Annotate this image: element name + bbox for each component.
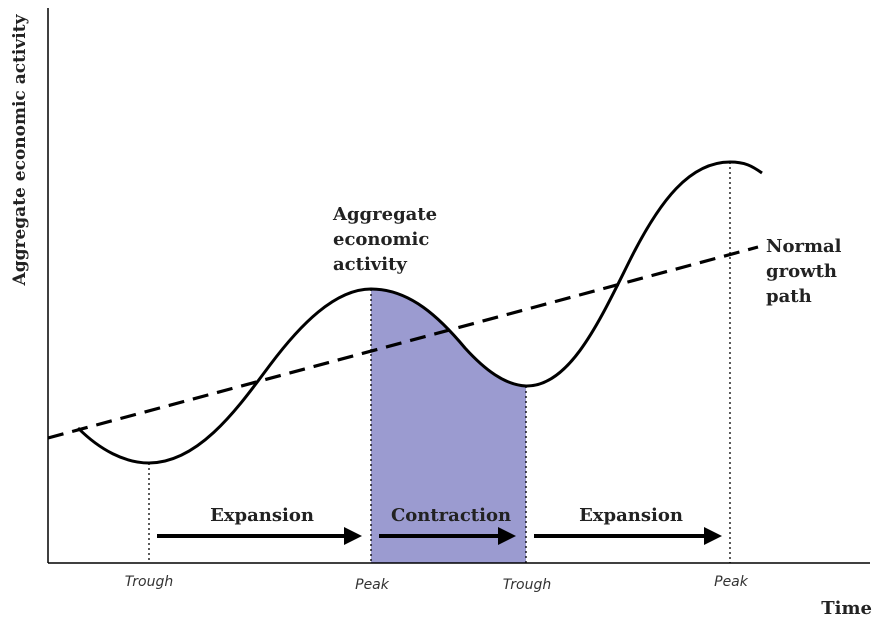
trend-label-line-2: growth	[766, 261, 837, 282]
expansion-arrow-2	[534, 527, 722, 545]
expansion-arrow-1	[157, 527, 362, 545]
trend-label-line-1: Normal	[766, 236, 842, 257]
y-axis-label: Aggregate economic activity	[10, 13, 30, 286]
trend-label-line-3: path	[766, 286, 812, 307]
aggregate-activity-curve	[76, 160, 763, 465]
x-axis-label: Time	[821, 598, 872, 619]
contraction-arrow	[379, 527, 516, 545]
curve-label-line-3: activity	[333, 254, 407, 275]
turning-point-label-trough-2: Trough	[503, 577, 551, 593]
turning-point-label-peak-1: Peak	[355, 577, 390, 593]
curve-label-line-1: Aggregate	[332, 204, 437, 225]
contraction-shading	[371, 289, 526, 563]
phase-label-expansion-2: Expansion	[579, 505, 683, 526]
normal-growth-path-line	[47, 245, 759, 440]
phase-label-contraction: Contraction	[391, 505, 511, 526]
curve-label-line-2: economic	[333, 229, 429, 250]
turning-point-label-trough-1: Trough	[125, 574, 173, 590]
phase-label-expansion-1: Expansion	[210, 505, 314, 526]
turning-point-label-peak-2: Peak	[714, 574, 749, 590]
